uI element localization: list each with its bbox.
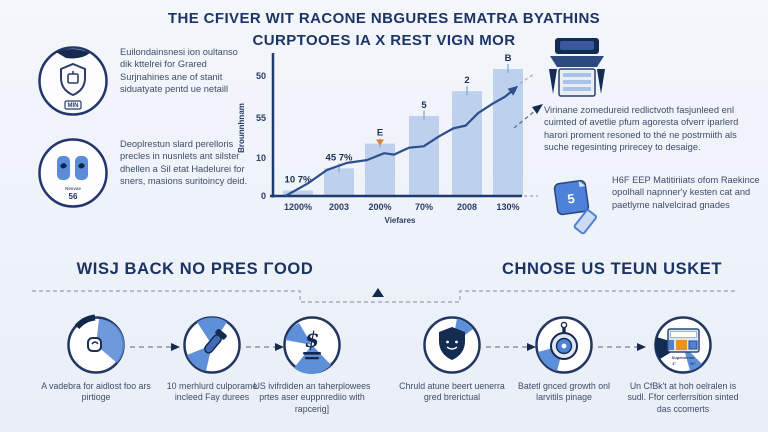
bar-chart-svg: 10 7% 1200% 45 7% 2003 E 200% 5 70% 2 2008 B 130% 50… bbox=[237, 53, 538, 225]
step-1-caption: A vadebra for aidlost foo ars pirtioge bbox=[41, 381, 151, 403]
bottom-right-heading: CHNOSE US TEUN USKET bbox=[501, 260, 723, 278]
svg-text:2: 2 bbox=[464, 75, 469, 86]
svg-text:10 7%: 10 7% bbox=[285, 174, 312, 185]
truck-icon bbox=[549, 38, 605, 97]
svg-text:2003: 2003 bbox=[329, 202, 349, 212]
svg-text:0: 0 bbox=[261, 191, 266, 201]
step-4: Chruld atune beert uenerra gred brerictu… bbox=[392, 314, 512, 404]
step-6: Supeinteleu 3° 50° Un CfBk't at hoh oelr… bbox=[620, 314, 746, 415]
mittens-number: 56 bbox=[69, 192, 78, 201]
shield-badge-icon: MIN bbox=[38, 46, 108, 116]
bar-chart: 10 7% 1200% 45 7% 2003 E 200% 5 70% 2 2008 B 130% 50… bbox=[230, 48, 542, 240]
right-feature-1-text: Virinane zomedureid redlictvoth fasjunle… bbox=[544, 105, 739, 153]
svg-text:E: E bbox=[377, 128, 383, 139]
svg-text:2008: 2008 bbox=[457, 202, 477, 212]
tag-glyph: 5 bbox=[566, 191, 575, 207]
dollar-glyph: $ bbox=[305, 327, 320, 352]
left-feature-1-text: Euilondainsnesi ion oultanso dik kttelre… bbox=[120, 47, 238, 94]
divider-arrow-icon bbox=[372, 288, 384, 297]
left-feature-2-text: Deoplrestun slard perelloris precles in … bbox=[120, 139, 248, 186]
left-feature-security: MIN Euilondainsnesi ion oultanso dik ktt… bbox=[36, 44, 248, 118]
title-line-1: THE CFIVER WIT RACONE NBGURES EMATRA BYA… bbox=[167, 10, 601, 27]
hand-icon bbox=[67, 314, 125, 374]
svg-text:130%: 130% bbox=[496, 202, 519, 212]
step-1: A vadebra for aidlost foo ars pirtioge bbox=[41, 314, 151, 404]
bottom-left-heading: WISJ BACK NO PRES ΓOOD bbox=[76, 260, 314, 278]
step-3-caption: US ivifrdiden an taherplowees prtes aser… bbox=[253, 381, 371, 414]
svg-text:Brounnhnam: Brounnhnam bbox=[237, 103, 246, 153]
tool-icon bbox=[183, 316, 241, 374]
step-4-caption: Chruld atune beert uenerra gred brerictu… bbox=[399, 381, 505, 403]
svg-text:3°: 3° bbox=[672, 362, 676, 366]
svg-text:5: 5 bbox=[421, 100, 427, 111]
svg-text:45 7%: 45 7% bbox=[326, 152, 353, 163]
dark-swoosh bbox=[56, 48, 90, 59]
step-5: Batetl gnced growth onl larvitils pinage bbox=[506, 314, 622, 404]
svg-text:55: 55 bbox=[256, 113, 266, 123]
dollar-icon: $ bbox=[283, 316, 341, 374]
step-2-caption: 10 merhlurd culporame incleed Fay durees bbox=[166, 381, 258, 403]
gauge-icon bbox=[535, 316, 593, 374]
machine-icon: Supeinteleu 3° 50° bbox=[654, 316, 712, 374]
step-6-caption: Un CfBk't at hoh oelralen is sudl. Ffor … bbox=[627, 381, 739, 414]
step-5-caption: Batetl gnced growth onl larvitils pinage bbox=[518, 381, 610, 403]
svg-text:50: 50 bbox=[256, 71, 266, 81]
min-label: MIN bbox=[68, 103, 79, 109]
svg-text:Viefares: Viefares bbox=[385, 216, 417, 225]
svg-text:70%: 70% bbox=[415, 202, 433, 212]
right-feature-2-text: H6F EEP Matitiriiats ofom Raekince opolh… bbox=[612, 175, 760, 210]
step-2: 10 merhlurd culporame incleed Fay durees bbox=[162, 314, 262, 404]
machine-tiny-label: Supeinteleu bbox=[672, 355, 695, 360]
page-title: THE CFIVER WIT RACONE NBGURES EMATRA BYA… bbox=[0, 8, 768, 52]
dashed-divider bbox=[32, 290, 736, 303]
svg-text:200%: 200% bbox=[368, 202, 391, 212]
svg-text:B: B bbox=[505, 53, 512, 64]
svg-text:10: 10 bbox=[256, 153, 266, 163]
svg-text:1200%: 1200% bbox=[284, 202, 312, 212]
shield-icon bbox=[423, 316, 481, 374]
mittens-icon: Nesvae 56 bbox=[38, 138, 108, 208]
tag-stamp-icon: 5 bbox=[553, 179, 598, 235]
title-line-2: CURPTOOES IA X REST VIGN MOR bbox=[252, 31, 516, 49]
left-feature-mittens: Nesvae 56 Deoplrestun slard perelloris p… bbox=[36, 136, 248, 210]
svg-text:50°: 50° bbox=[690, 362, 696, 366]
mittens-small-label: Nesvae bbox=[65, 186, 81, 191]
step-3: $ US ivifrdiden an taherplowees prtes as… bbox=[252, 314, 372, 415]
